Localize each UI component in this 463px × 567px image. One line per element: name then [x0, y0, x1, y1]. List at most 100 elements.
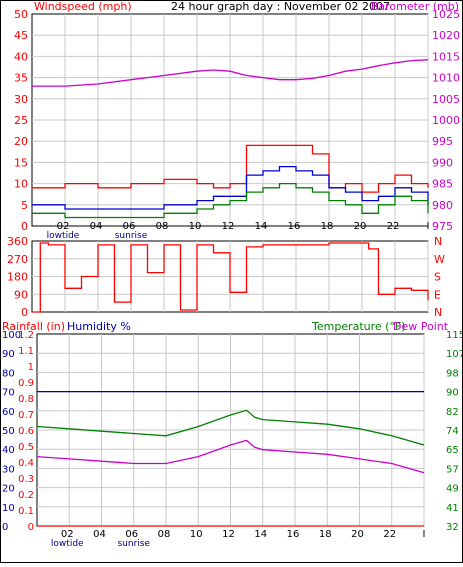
- rainfall-tick-0: 1.2: [18, 330, 34, 341]
- temperature-tick-7: 57: [446, 464, 459, 475]
- gust-line: [32, 182, 429, 219]
- compass-tick-3: E: [434, 288, 441, 301]
- rainfall-axis-label: Rainfall (in): [2, 320, 65, 333]
- windspeed-tick-8: 10: [14, 178, 28, 191]
- temperature-tick-5: 74: [446, 426, 459, 437]
- windspeed-line: [32, 144, 429, 193]
- rainfall-ticks: 1.2 1.1 1 0.9 0.8 0.7 0.6 0.5 0.4 0.3 0.2 0.1 0: [18, 330, 34, 533]
- humidity-tick-5: 50: [2, 426, 15, 437]
- rainfall-tick-4: 0.8: [18, 394, 34, 405]
- sunrise-marker: sunrise: [117, 539, 150, 549]
- rainfall-tick-11: 0.1: [18, 506, 34, 517]
- degree-tick-3: 90: [14, 288, 28, 301]
- barometer-tick-6: 995: [432, 135, 453, 148]
- humidity-tick-4: 60: [2, 407, 15, 418]
- hour-tick-10: 10: [190, 529, 203, 540]
- hour-tick-08: 08: [156, 221, 169, 232]
- windspeed-tick-5: 25: [14, 114, 28, 127]
- windspeed-axis-label: Windspeed (mph): [34, 0, 132, 13]
- lowtide-marker: lowtide: [47, 231, 80, 241]
- temperature-tick-10: 32: [446, 522, 459, 533]
- temperature-tick-2: 98: [446, 368, 459, 379]
- barometer-tick-5: 1000: [432, 114, 460, 127]
- chart-title: 24 hour graph day : November 02 2007: [171, 0, 390, 13]
- compass-tick-4: N: [434, 306, 442, 319]
- degree-tick-0: 360: [7, 235, 28, 248]
- rainfall-tick-6: 0.6: [18, 426, 34, 437]
- hour-tick-20: 20: [354, 221, 367, 232]
- hour-tick-14: 14: [254, 529, 267, 540]
- barometer-line: [32, 59, 429, 87]
- humidity-tick-2: 80: [2, 368, 15, 379]
- rainfall-tick-12: 0: [28, 522, 34, 533]
- rainfall-tick-2: 1: [28, 362, 34, 373]
- degree-tick-4: 0: [21, 306, 28, 319]
- dewpoint-line: [36, 439, 425, 474]
- degree-tick-1: 270: [7, 253, 28, 266]
- windspeed-tick-10: 0: [21, 220, 28, 233]
- windspeed-tick-9: 5: [21, 199, 28, 212]
- rainfall-tick-1: 1.1: [18, 346, 34, 357]
- hour-tick-18: 18: [321, 221, 334, 232]
- hour-tick-12: 12: [222, 221, 235, 232]
- rainfall-tick-8: 0.4: [18, 458, 34, 469]
- hour-tick-06: 06: [125, 529, 138, 540]
- windspeed-tick-3: 35: [14, 72, 28, 85]
- rainfall-tick-10: 0.2: [18, 490, 34, 501]
- hour-tick-04: 04: [93, 529, 106, 540]
- wind-series: [32, 59, 429, 219]
- rainfall-tick-3: 0.9: [18, 378, 34, 389]
- direction-series: [32, 242, 429, 313]
- rainfall-tick-9: 0.3: [18, 474, 34, 485]
- barometer-tick-3: 1010: [432, 72, 460, 85]
- humidity-axis-label: Humidity %: [67, 320, 131, 333]
- humidity-tick-9: 10: [2, 503, 15, 514]
- hour-tick-22: 22: [383, 529, 396, 540]
- windspeed-tick-4: 30: [14, 93, 28, 106]
- lowtide-marker: lowtide: [51, 539, 84, 549]
- rainfall-tick-5: 0.7: [18, 410, 34, 421]
- humidity-tick-6: 40: [2, 445, 15, 456]
- temperature-tick-3: 90: [446, 388, 459, 399]
- windspeed-tick-7: 15: [14, 156, 28, 169]
- humidity-tick-0: 100: [2, 330, 21, 341]
- windspeed-tick-1: 45: [14, 29, 28, 42]
- barometer-tick-0: 1025: [432, 8, 460, 21]
- temperature-ticks: 115 107 98 90 82 74 65 57 49 41 32: [446, 330, 463, 533]
- hour-tick-22: 22: [387, 221, 400, 232]
- temperature-humidity-panel: Rainfall (in) Humidity % Temperature (°F…: [2, 320, 463, 549]
- sunrise-marker: sunrise: [115, 231, 148, 241]
- temperature-tick-9: 41: [446, 503, 459, 514]
- humidity-tick-7: 30: [2, 464, 15, 475]
- hour-tick-I: I: [427, 221, 430, 232]
- windavg-line: [32, 165, 429, 210]
- barometer-tick-8: 985: [432, 178, 453, 191]
- hour-tick-18: 18: [319, 529, 332, 540]
- temperature-tick-0: 115: [446, 330, 463, 341]
- barometer-axis-label: Barometer (mb): [371, 0, 459, 13]
- temperature-tick-1: 107: [446, 349, 463, 360]
- wind-barometer-panel: Windspeed (mph) 24 hour graph day : Nove…: [14, 0, 460, 241]
- barometer-tick-9: 980: [432, 199, 453, 212]
- hour-tick-20: 20: [351, 529, 364, 540]
- temp-series: [36, 390, 425, 527]
- hour-tick-06: 06: [123, 221, 136, 232]
- windspeed-tick-0: 50: [14, 8, 28, 21]
- compass-tick-2: S: [434, 271, 441, 284]
- hour-tick-04: 04: [90, 221, 103, 232]
- temperature-tick-8: 49: [446, 484, 459, 495]
- windspeed-tick-6: 20: [14, 135, 28, 148]
- humidity-tick-10: 0: [2, 522, 8, 533]
- hour-tick-12: 12: [222, 529, 235, 540]
- barometer-tick-10: 975: [432, 220, 453, 233]
- hour-tick-I: I: [423, 529, 426, 540]
- humidity-tick-8: 20: [2, 484, 15, 495]
- barometer-tick-1: 1020: [432, 29, 460, 42]
- temperature-axis-label: Temperature (°F): [311, 320, 406, 333]
- hour-tick-16: 16: [287, 529, 300, 540]
